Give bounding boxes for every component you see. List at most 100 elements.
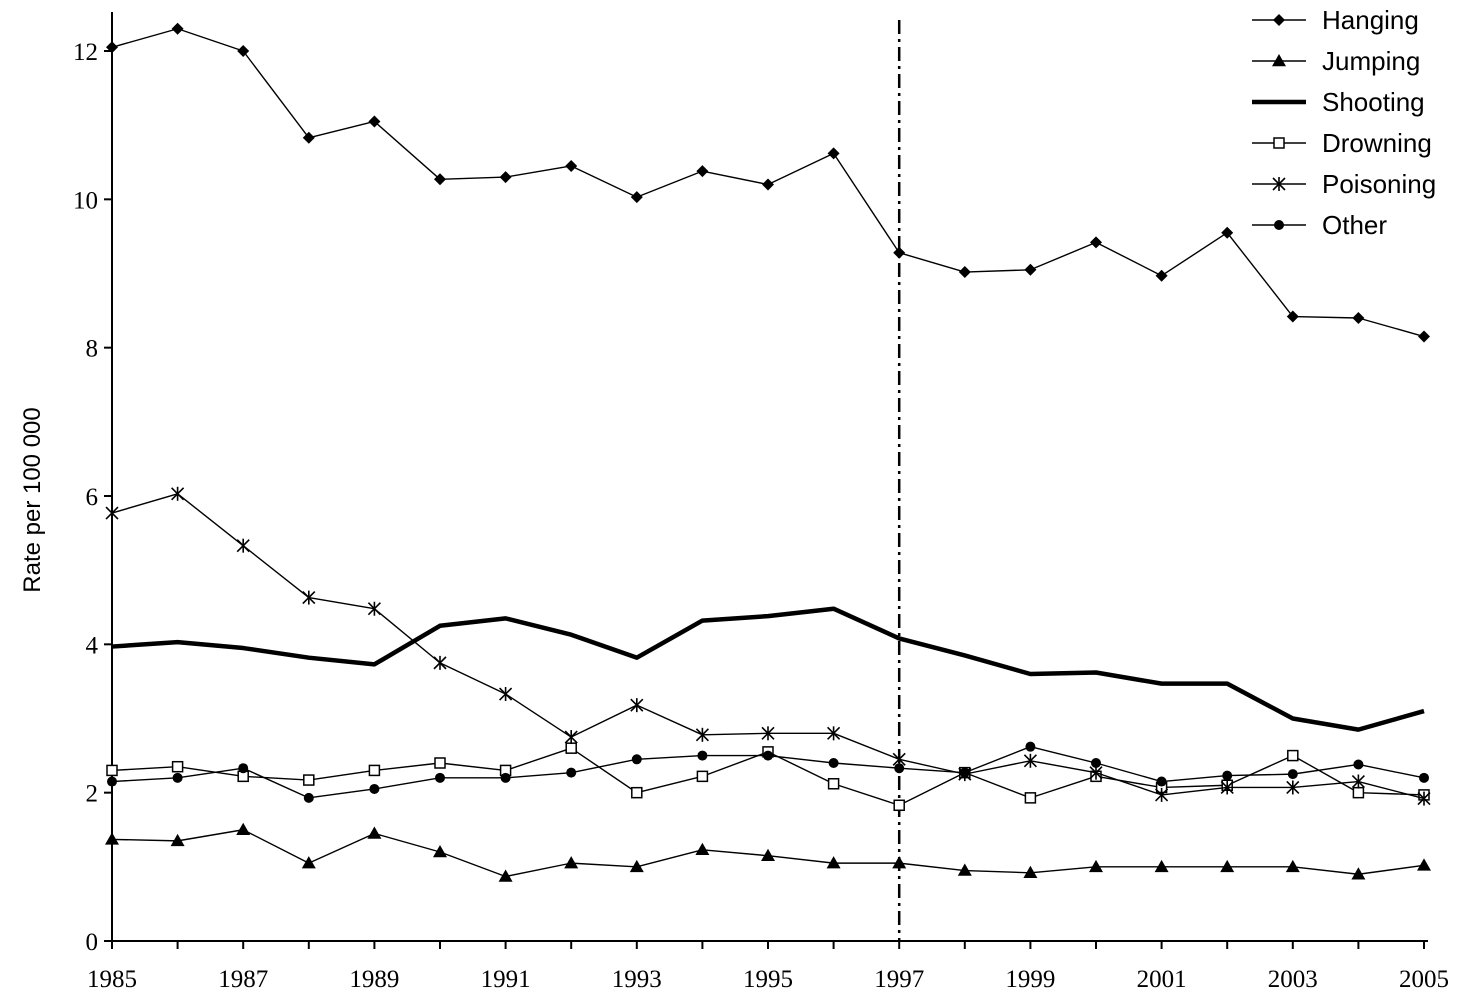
- x-tick-label: 2005: [1399, 966, 1449, 993]
- y-tick-label: 0: [86, 929, 99, 956]
- drowning-point: [368, 764, 381, 777]
- x-tick-label: 2001: [1137, 966, 1187, 993]
- other-point: [1025, 741, 1036, 752]
- jumping-point: [1154, 859, 1169, 873]
- legend-entry-hanging: Hanging: [1252, 5, 1419, 35]
- shooting-line: [111, 606, 1425, 732]
- y-tick-label: 12: [73, 39, 98, 66]
- drowning-point: [696, 770, 709, 783]
- poisoning-point: [367, 601, 381, 616]
- jumping-point: [1417, 858, 1431, 871]
- jumping-point: [236, 822, 251, 835]
- drowning-point: [434, 757, 446, 769]
- y-tick-label: 8: [86, 336, 99, 363]
- hanging-point: [368, 115, 381, 128]
- jumping-point: [170, 833, 185, 847]
- jumping-point: [695, 842, 710, 856]
- hanging-point: [302, 131, 315, 144]
- x-tick-label: 1985: [87, 966, 137, 993]
- other-point: [1222, 770, 1233, 781]
- other-point: [107, 776, 117, 787]
- legend-label-shooting: Shooting: [1322, 87, 1425, 117]
- jumping-point: [892, 856, 907, 869]
- jumping-point: [1089, 859, 1103, 873]
- drowning-point: [1287, 749, 1299, 762]
- other-point: [1353, 759, 1364, 770]
- hanging-point: [565, 159, 578, 172]
- jumping-point: [564, 856, 579, 869]
- x-tick-label: 1999: [1005, 966, 1055, 993]
- drowning-point: [1024, 792, 1037, 804]
- jumping-point: [826, 856, 841, 869]
- y-tick-label: 10: [73, 187, 98, 214]
- drowning-point: [893, 799, 905, 812]
- other-point: [1419, 772, 1429, 783]
- poisoning-point: [1220, 780, 1234, 795]
- x-tick-label: 1997: [874, 966, 924, 993]
- poisoning-point: [827, 726, 841, 741]
- jumping-point: [1351, 867, 1366, 880]
- poisoning-point: [761, 726, 775, 741]
- legend-label-drowning: Drowning: [1322, 128, 1432, 158]
- hanging-point: [1352, 312, 1365, 324]
- drowning-point: [565, 742, 577, 754]
- series-shooting: [111, 606, 1425, 732]
- x-tick-label: 1989: [349, 966, 399, 993]
- other-point: [894, 763, 905, 774]
- other-point: [369, 783, 380, 794]
- poisoning-point: [1417, 791, 1431, 806]
- other-point: [631, 754, 642, 765]
- drowning-point: [171, 760, 184, 773]
- other-point: [828, 758, 839, 768]
- hanging-point: [1090, 236, 1102, 249]
- poisoning-point: [1155, 787, 1169, 802]
- drowning-point: [303, 774, 315, 786]
- other-point: [172, 772, 183, 783]
- hanging-point: [893, 246, 906, 259]
- poisoning-point: [499, 687, 513, 702]
- jumping-point: [957, 863, 972, 876]
- drowning-point: [106, 764, 118, 777]
- hanging-point: [499, 171, 512, 184]
- poisoning-point: [1286, 780, 1300, 795]
- jumping-point: [629, 859, 644, 873]
- legend-label-other: Other: [1322, 210, 1387, 240]
- poisoning-point: [236, 538, 250, 553]
- legend-marker-other: [1274, 220, 1284, 230]
- hanging-point: [171, 22, 184, 35]
- legend: Hanging Jumping Shooting Drowning Poisoning O…: [1252, 5, 1436, 240]
- hanging-point: [106, 41, 118, 54]
- hanging-point: [762, 178, 774, 191]
- x-ticks: 1985 1987 1989 1991 1993 1995 1997 1999 2001 2003…: [87, 941, 1449, 993]
- jumping-point: [367, 826, 382, 839]
- x-tick-label: 1995: [743, 966, 793, 993]
- hanging-point: [1024, 263, 1037, 276]
- legend-label-jumping: Jumping: [1322, 46, 1420, 76]
- jumping-point: [105, 832, 119, 845]
- series-jumping: [105, 822, 1431, 882]
- hanging-point: [827, 147, 840, 160]
- hanging-point: [630, 191, 643, 204]
- x-tick-label: 1987: [218, 966, 268, 993]
- other-point: [1287, 769, 1298, 780]
- legend-marker-poisoning: [1272, 177, 1286, 191]
- y-tick-label: 6: [86, 484, 99, 511]
- drowning-point: [1352, 786, 1365, 799]
- jumping-point: [761, 848, 775, 861]
- legend-entry-poisoning: Poisoning: [1252, 169, 1436, 199]
- other-point: [238, 763, 249, 774]
- hanging-point: [434, 173, 446, 186]
- jumping-point: [1285, 859, 1300, 873]
- legend-marker-hanging: [1273, 14, 1285, 26]
- y-ticks: 0 2 4 6 8 10 12: [73, 39, 112, 956]
- poisoning-point: [1023, 753, 1037, 768]
- hanging-point: [1418, 330, 1430, 343]
- hanging-point: [1221, 226, 1234, 239]
- legend-entry-other: Other: [1252, 210, 1387, 240]
- other-point: [435, 772, 445, 783]
- legend-marker-drowning: [1273, 137, 1285, 149]
- other-point: [763, 750, 773, 761]
- other-point: [566, 767, 577, 778]
